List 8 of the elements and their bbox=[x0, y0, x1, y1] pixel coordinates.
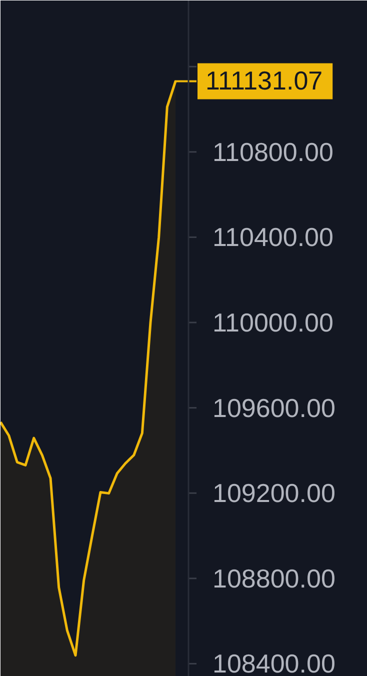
y-tick-label: 109200.00 bbox=[212, 478, 336, 508]
y-tick-label: 110800.00 bbox=[212, 136, 334, 167]
y-tick-label: 108400.00 bbox=[212, 648, 336, 676]
y-tick-label: 109600.00 bbox=[212, 392, 336, 423]
y-tick-label: 110000.00 bbox=[212, 308, 334, 338]
y-tick-label: 108800.00 bbox=[212, 563, 336, 594]
y-tick-label: 110400.00 bbox=[212, 222, 334, 252]
ref-line-label: 111131.07 bbox=[206, 65, 323, 96]
